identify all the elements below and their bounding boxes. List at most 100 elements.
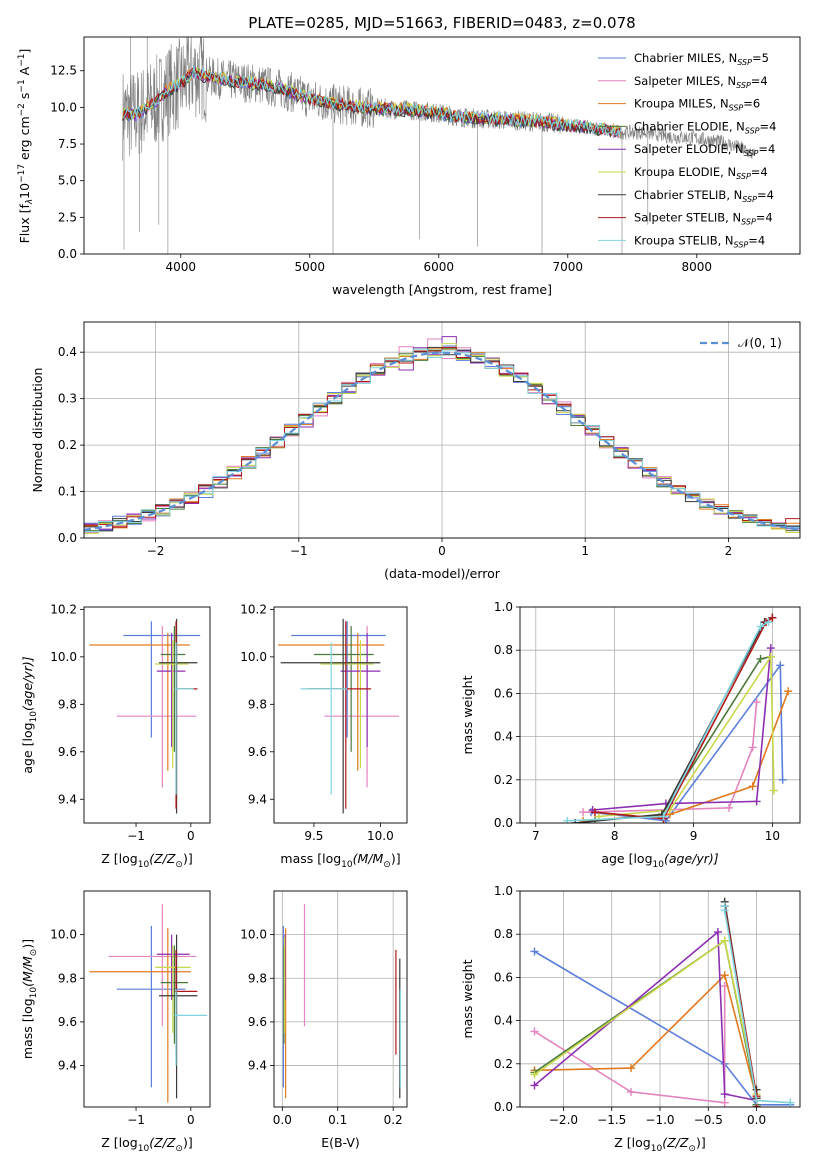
series-marker bbox=[720, 971, 729, 980]
axes-frame bbox=[83, 321, 801, 539]
y-tick-label: 10.0 bbox=[50, 650, 77, 664]
label-part: Chabrier MILES, N bbox=[634, 51, 737, 65]
series-marker bbox=[720, 936, 729, 945]
series-line bbox=[723, 906, 791, 1104]
plot-area bbox=[563, 613, 793, 823]
y-tick-label: 9.6 bbox=[58, 745, 77, 759]
label-part: Kroupa MILES, N bbox=[634, 97, 729, 111]
label-part: =4 bbox=[758, 142, 775, 156]
label-part: SSP bbox=[729, 104, 744, 113]
series-kroupa-stelib bbox=[720, 902, 795, 1107]
label-part: =4 bbox=[757, 188, 774, 202]
errorbar-salpeter-miles bbox=[116, 625, 197, 788]
series-kroupa-miles bbox=[530, 971, 761, 1103]
x-tick-label: −1 bbox=[127, 829, 145, 843]
series-marker bbox=[784, 687, 793, 696]
series-line bbox=[534, 973, 758, 1099]
ticks: 4000 5000 6000 7000 8000 0.0 2.5 5.0 7.5 10.0 12.5 bbox=[50, 64, 712, 274]
label-part: age [log bbox=[601, 851, 652, 866]
series-marker bbox=[766, 652, 775, 661]
series-marker bbox=[748, 743, 757, 752]
label-part: λ bbox=[25, 199, 35, 205]
y-tick-label: 1.0 bbox=[494, 600, 513, 614]
y-tick-label: 9.6 bbox=[58, 1015, 77, 1029]
legend-label-salpeter-elodie: Salpeter ELODIE, NSSP=4 bbox=[634, 142, 775, 158]
y-tick-label: 0.8 bbox=[494, 643, 513, 657]
label-part: age [log bbox=[20, 722, 35, 773]
errorbar-kroupa-elodie bbox=[320, 640, 374, 769]
mass-vs-metallicity-panel: −1 09.49.69.810.0Z [log10(Z/Z⊙)]mass [log… bbox=[20, 890, 211, 1154]
plot-area bbox=[530, 897, 795, 1107]
y-tick-label: 9.8 bbox=[248, 971, 267, 985]
series-marker bbox=[530, 947, 539, 956]
label-part: Chabrier STELIB, N bbox=[634, 188, 742, 202]
normal-distribution-curve bbox=[84, 351, 800, 531]
label-part: mass [log bbox=[20, 998, 35, 1059]
label-part: 10 bbox=[17, 183, 32, 199]
label-part: 10 bbox=[29, 711, 39, 723]
figure-title: PLATE=0285, MJD=51663, FIBERID=0483, z=0… bbox=[248, 14, 635, 32]
plot-area bbox=[122, 37, 755, 254]
y-axis-label: Flux [fλ10−17 erg cm−2 s−1 A−1] bbox=[17, 49, 35, 244]
legend-label-kroupa-elodie: Kroupa ELODIE, NSSP=4 bbox=[634, 165, 768, 181]
legend-label-chabrier-miles: Chabrier MILES, NSSP=5 bbox=[634, 51, 769, 67]
ticks: 9.5 10.0 9.4 9.6 9.8 10.0 10.2 bbox=[240, 602, 393, 843]
series-marker bbox=[530, 1027, 539, 1036]
label-part: Kroupa ELODIE, N bbox=[634, 165, 736, 179]
y-tick-label: 10.0 bbox=[240, 928, 267, 942]
ticks: −1 0 9.4 9.6 9.8 10.0 bbox=[50, 928, 194, 1127]
series-marker bbox=[720, 1090, 729, 1099]
errorbar-kroupa-elodie bbox=[155, 945, 191, 1033]
label-part: ⊙ bbox=[175, 860, 183, 870]
label-part: =4 bbox=[756, 211, 773, 225]
y-axis-label: mass weight bbox=[460, 959, 475, 1038]
series-marker bbox=[627, 1087, 636, 1096]
label-part: Z [log bbox=[101, 851, 137, 866]
y-tick-label: 0.2 bbox=[494, 1057, 513, 1071]
label-part: −17 bbox=[17, 164, 27, 183]
label-part: erg cm bbox=[17, 116, 32, 164]
errorbar-chabrier-miles bbox=[116, 925, 186, 1088]
x-tick-label: 5000 bbox=[294, 260, 325, 274]
series-line bbox=[590, 662, 784, 822]
label-part: 10 bbox=[651, 1144, 663, 1154]
y-tick-label: 0.2 bbox=[58, 438, 77, 452]
series-marker bbox=[752, 797, 761, 806]
series-marker bbox=[769, 786, 778, 795]
age-vs-mass-panel: 9.5 10.0 9.4 9.6 9.8 10.0 10.2 mass [log10(M/M⊙… bbox=[240, 602, 408, 870]
label-part: (Z/Z bbox=[149, 1135, 176, 1150]
label-part: SSP bbox=[742, 195, 757, 204]
label-part: SSP bbox=[737, 58, 752, 67]
series-line bbox=[534, 939, 758, 1105]
y-axis-label: mass [log10(M/M⊙)] bbox=[20, 939, 39, 1059]
label-part: Salpeter ELODIE, N bbox=[634, 142, 744, 156]
label-part: −1 bbox=[17, 79, 27, 92]
y-tick-label: 0.2 bbox=[494, 773, 513, 787]
errorbar-chabrier-miles bbox=[291, 621, 386, 738]
label-part: )] bbox=[696, 1135, 706, 1150]
series-marker bbox=[776, 661, 785, 670]
y-tick-label: 0.8 bbox=[494, 927, 513, 941]
y-tick-label: 9.4 bbox=[248, 1059, 267, 1073]
series-marker bbox=[563, 816, 572, 823]
label-part: ⊙ bbox=[688, 1144, 696, 1154]
label-part: )] bbox=[391, 851, 401, 866]
label-part: (Z/Z bbox=[662, 1135, 689, 1150]
plot-area bbox=[84, 336, 800, 534]
plot-area bbox=[282, 904, 401, 1099]
errorbar-chabrier-stelib bbox=[280, 618, 381, 814]
series-marker bbox=[778, 775, 787, 784]
x-tick-label: 7 bbox=[532, 829, 540, 843]
series-marker bbox=[752, 1096, 761, 1105]
label-part: SSP bbox=[734, 240, 749, 249]
axes-frame bbox=[273, 606, 408, 824]
axes-frame bbox=[83, 606, 211, 824]
x-tick-label: 2 bbox=[725, 544, 733, 558]
label-part: SSP bbox=[736, 81, 751, 90]
series-line bbox=[575, 617, 773, 823]
x-tick-label: −2.0 bbox=[549, 1113, 578, 1127]
x-tick-label: 6000 bbox=[424, 260, 455, 274]
x-tick-label: −1.5 bbox=[597, 1113, 626, 1127]
